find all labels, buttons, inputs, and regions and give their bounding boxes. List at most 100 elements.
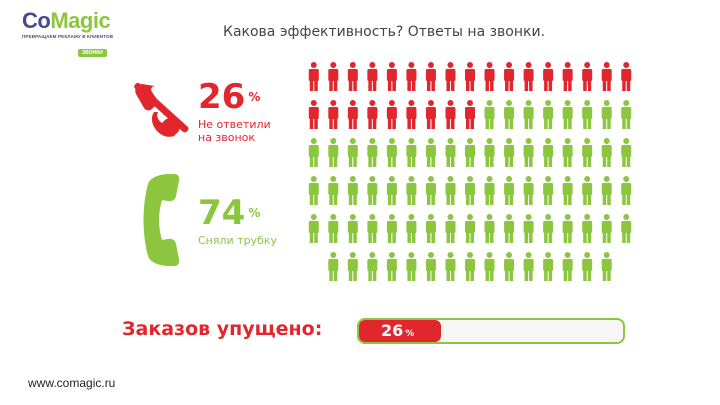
- person-icon: [328, 176, 339, 205]
- person-icon: [465, 62, 475, 91]
- person-icon: [562, 100, 573, 129]
- person-icon: [406, 252, 417, 281]
- person-icon: [601, 252, 612, 281]
- person-icon: [425, 214, 436, 243]
- person-icon: [484, 100, 495, 129]
- person-icon: [308, 100, 319, 129]
- person-icon: [465, 252, 475, 281]
- missed-unit: %: [248, 90, 261, 104]
- footer-url: www.comagic.ru: [28, 376, 116, 390]
- person-icon: [562, 138, 573, 167]
- person-icon: [445, 100, 456, 129]
- person-icon: [367, 252, 378, 281]
- person-icon: [523, 252, 534, 281]
- person-icon: [601, 176, 612, 205]
- person-icon: [621, 138, 632, 167]
- brand-logo: CoMagic ПРЕВРАЩАЕМ РЕКЛАМУ В КЛИЕНТОВ ЗВ…: [22, 10, 122, 60]
- person-icon: [328, 252, 339, 281]
- person-icon: [504, 176, 515, 205]
- logo-brand-part-2: Magic: [50, 8, 111, 33]
- answered-value: 74: [198, 193, 246, 233]
- person-icon: [367, 138, 378, 167]
- person-icon: [621, 100, 632, 129]
- person-icon: [504, 138, 515, 167]
- orders-missed-value: 26: [381, 321, 404, 340]
- person-icon: [328, 214, 339, 243]
- person-icon: [582, 214, 593, 243]
- person-icon: [543, 176, 554, 205]
- person-icon: [308, 62, 319, 91]
- person-icon: [484, 252, 495, 281]
- person-icon: [484, 138, 495, 167]
- answered-unit: %: [248, 206, 261, 220]
- logo-wordmark: CoMagic: [22, 10, 122, 32]
- person-icon: [465, 176, 475, 205]
- logo-brand-part-1: Co: [22, 8, 51, 33]
- person-icon: [328, 138, 339, 167]
- person-icon: [543, 100, 554, 129]
- person-icon: [308, 176, 319, 205]
- people-grid: [308, 62, 632, 281]
- person-icon: [425, 100, 436, 129]
- person-icon: [543, 138, 554, 167]
- orders-missed-progress-bar: 26%: [357, 318, 625, 344]
- person-icon: [406, 100, 417, 129]
- person-icon: [484, 214, 495, 243]
- person-icon: [543, 214, 554, 243]
- person-icon: [523, 214, 534, 243]
- person-icon: [523, 62, 534, 91]
- person-icon: [367, 214, 378, 243]
- missed-stat: 26% Не ответили на звонок: [198, 80, 271, 144]
- person-icon: [425, 176, 436, 205]
- phone-handset-icon: [143, 174, 180, 266]
- person-icon: [543, 252, 554, 281]
- person-icon: [562, 252, 573, 281]
- person-icon: [621, 176, 632, 205]
- person-icon: [406, 176, 417, 205]
- orders-missed-progress-fill: [359, 320, 441, 342]
- person-icon: [386, 214, 397, 243]
- person-icon: [445, 176, 456, 205]
- person-icon: [562, 214, 573, 243]
- person-icon: [386, 252, 397, 281]
- person-icon: [621, 62, 632, 91]
- person-icon: [601, 214, 612, 243]
- person-icon: [504, 214, 515, 243]
- person-icon: [367, 176, 378, 205]
- person-icon: [386, 176, 397, 205]
- orders-missed-label: Заказов упущено:: [122, 318, 323, 340]
- person-icon: [562, 176, 573, 205]
- person-icon: [465, 100, 475, 129]
- person-icon: [445, 62, 456, 91]
- person-icon: [347, 138, 358, 167]
- missed-percent: 26%: [198, 80, 271, 114]
- person-icon: [601, 62, 612, 91]
- person-icon: [523, 176, 534, 205]
- person-icon: [386, 138, 397, 167]
- person-icon: [308, 138, 319, 167]
- person-icon: [582, 138, 593, 167]
- person-icon: [465, 214, 475, 243]
- crossed-phone-icon: [134, 82, 189, 137]
- missed-value: 26: [198, 77, 246, 117]
- person-icon: [328, 100, 339, 129]
- person-icon: [347, 100, 358, 129]
- person-icon: [582, 62, 593, 91]
- missed-label-line-1: Не ответили: [198, 118, 271, 131]
- person-icon: [504, 100, 515, 129]
- person-icon: [425, 252, 436, 281]
- person-icon: [582, 176, 593, 205]
- person-icon: [601, 100, 612, 129]
- person-icon: [543, 62, 554, 91]
- person-icon: [562, 62, 573, 91]
- person-icon: [425, 138, 436, 167]
- answered-label: Сняли трубку: [198, 234, 278, 247]
- person-icon: [406, 214, 417, 243]
- person-icon: [347, 252, 358, 281]
- person-icon: [406, 138, 417, 167]
- person-icon: [425, 62, 436, 91]
- missed-label-line-2: на звонок: [198, 131, 256, 144]
- missed-label: Не ответили на звонок: [198, 118, 271, 144]
- person-icon: [484, 176, 495, 205]
- logo-tagline: ПРЕВРАЩАЕМ РЕКЛАМУ В КЛИЕНТОВ: [22, 34, 114, 39]
